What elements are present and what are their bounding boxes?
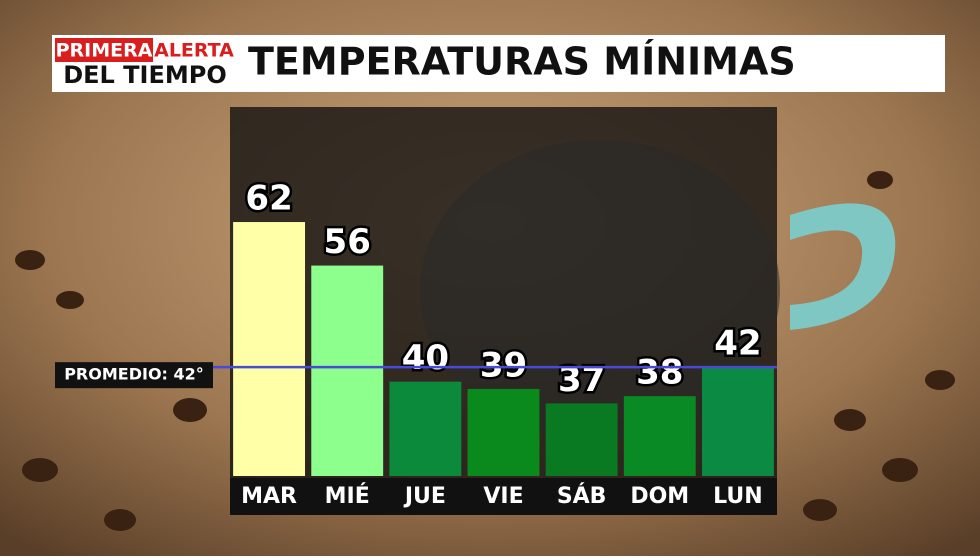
logo-red [55,38,153,62]
value-label: 39 [480,345,527,385]
bar [623,396,696,476]
x-tick-label: MAR [241,484,297,509]
x-tick-label: JUE [403,484,446,509]
chart-title: TEMPERATURAS MÍNIMAS [248,40,796,84]
bar [311,265,384,476]
value-label: 62 [245,179,292,219]
value-label: 40 [402,338,449,378]
value-label: 38 [636,353,683,393]
value-label: 56 [324,222,371,262]
bar [545,403,618,476]
x-tick-label: MIÉ [325,483,370,509]
reference-label: PROMEDIO: 42° [64,365,204,384]
mug [420,140,780,440]
bar [701,367,774,476]
x-tick-label: SÁB [557,483,607,509]
reference-label-bg [55,362,213,389]
value-label: 42 [714,324,761,364]
mug-handle [790,203,896,330]
x-tick-label: DOM [630,484,689,509]
title-bar [52,35,945,92]
bar [389,381,462,476]
logo-text: DEL TIEMPO [63,61,227,89]
coffee-beans [15,171,955,531]
value-label: 37 [558,360,605,400]
bar [467,388,540,476]
bar [233,222,306,476]
logo-text: PRIMERA [56,40,153,62]
category-strip [230,478,777,515]
x-tick-label: VIE [483,484,523,509]
logo-text: ALERTA [154,40,234,62]
x-tick-label: LUN [713,484,763,509]
